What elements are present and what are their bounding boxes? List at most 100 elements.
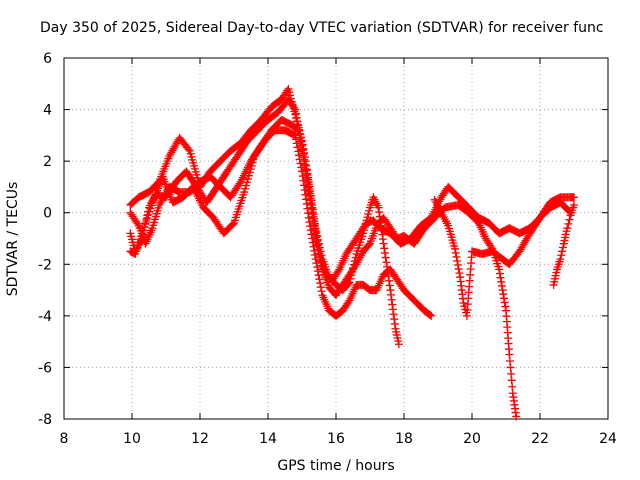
data-point xyxy=(298,167,306,176)
y-tick-label: -6 xyxy=(38,360,52,376)
data-point xyxy=(379,239,388,248)
data-point xyxy=(309,242,318,251)
data-point xyxy=(156,198,165,207)
data-point xyxy=(160,190,169,199)
data-point xyxy=(307,230,316,239)
data-point xyxy=(496,273,505,282)
data-point xyxy=(162,188,170,197)
data-point xyxy=(455,269,464,278)
data-point xyxy=(558,247,567,256)
data-point xyxy=(313,267,322,276)
data-point xyxy=(451,244,459,253)
data-point xyxy=(158,194,167,203)
data-point xyxy=(385,281,394,290)
data-point xyxy=(312,236,321,245)
data-point xyxy=(292,139,301,148)
data-point xyxy=(426,310,435,319)
x-tick-label: 18 xyxy=(395,431,413,447)
data-point xyxy=(314,271,323,280)
y-tick-label: 6 xyxy=(43,51,52,67)
data-point xyxy=(304,175,313,184)
data-point xyxy=(299,176,308,185)
data-point xyxy=(133,219,142,228)
data-point xyxy=(454,265,463,274)
data-point xyxy=(313,240,322,249)
data-point xyxy=(306,189,315,198)
data-point xyxy=(298,172,307,181)
data-point xyxy=(556,255,565,264)
data-point xyxy=(295,155,304,164)
data-point xyxy=(300,153,309,162)
data-point xyxy=(298,145,307,154)
data-point xyxy=(452,252,461,261)
data-point xyxy=(297,137,306,146)
data-point xyxy=(296,133,305,142)
data-point xyxy=(300,186,309,195)
data-point xyxy=(394,340,403,349)
data-point xyxy=(308,234,317,243)
data-point xyxy=(294,151,303,160)
data-point xyxy=(296,159,305,168)
data-point xyxy=(427,311,436,320)
data-point xyxy=(565,215,574,224)
data-point xyxy=(499,290,508,299)
x-tick-label: 8 xyxy=(60,431,69,447)
data-point xyxy=(293,117,302,126)
chart-title: Day 350 of 2025, Sidereal Day-to-day VTE… xyxy=(40,20,604,36)
y-tick-label: 2 xyxy=(43,154,52,170)
data-point xyxy=(306,194,315,203)
data-point xyxy=(564,219,573,228)
series-track-5 xyxy=(430,193,578,320)
data-point xyxy=(302,199,311,208)
data-point xyxy=(302,166,311,175)
y-tick-label: 0 xyxy=(43,206,52,222)
data-point xyxy=(309,212,318,221)
data-point xyxy=(380,244,389,253)
data-point xyxy=(316,283,325,292)
data-point xyxy=(570,193,578,202)
x-tick-label: 20 xyxy=(463,431,481,447)
data-point xyxy=(497,281,506,290)
data-point xyxy=(382,258,391,267)
data-point xyxy=(310,217,319,226)
data-point xyxy=(159,192,168,201)
x-tick-label: 22 xyxy=(531,431,549,447)
data-point xyxy=(381,253,390,262)
data-point xyxy=(380,248,389,257)
data-point xyxy=(498,286,507,295)
data-point xyxy=(302,161,311,170)
data-point xyxy=(314,245,323,254)
data-point xyxy=(292,113,301,122)
data-point xyxy=(308,238,317,247)
data-point xyxy=(293,125,302,134)
data-point xyxy=(313,263,322,272)
data-point xyxy=(316,279,325,288)
y-tick-label: -4 xyxy=(38,309,52,325)
data-point xyxy=(283,86,292,95)
data-point xyxy=(297,163,306,172)
data-point xyxy=(557,251,566,260)
data-point xyxy=(310,251,319,260)
data-point xyxy=(163,186,172,195)
data-point xyxy=(451,248,460,257)
y-tick-label: -8 xyxy=(38,412,52,428)
data-point xyxy=(301,190,310,199)
data-point xyxy=(495,269,504,278)
data-point xyxy=(304,180,313,189)
x-axis-label: GPS time / hours xyxy=(277,458,394,474)
x-tick-label: 14 xyxy=(259,431,277,447)
data-point xyxy=(157,196,166,205)
x-tick-label: 10 xyxy=(123,431,141,447)
data-point xyxy=(317,287,326,296)
data-point xyxy=(312,231,321,240)
x-tick-label: 16 xyxy=(327,431,345,447)
y-axis-label: SDTVAR / TECUs xyxy=(5,182,21,297)
data-point xyxy=(291,131,300,140)
data-point xyxy=(299,149,308,158)
data-point xyxy=(294,147,303,156)
data-point xyxy=(305,184,314,193)
data-point xyxy=(385,276,394,285)
data-point xyxy=(303,204,312,213)
data-point xyxy=(501,302,510,311)
